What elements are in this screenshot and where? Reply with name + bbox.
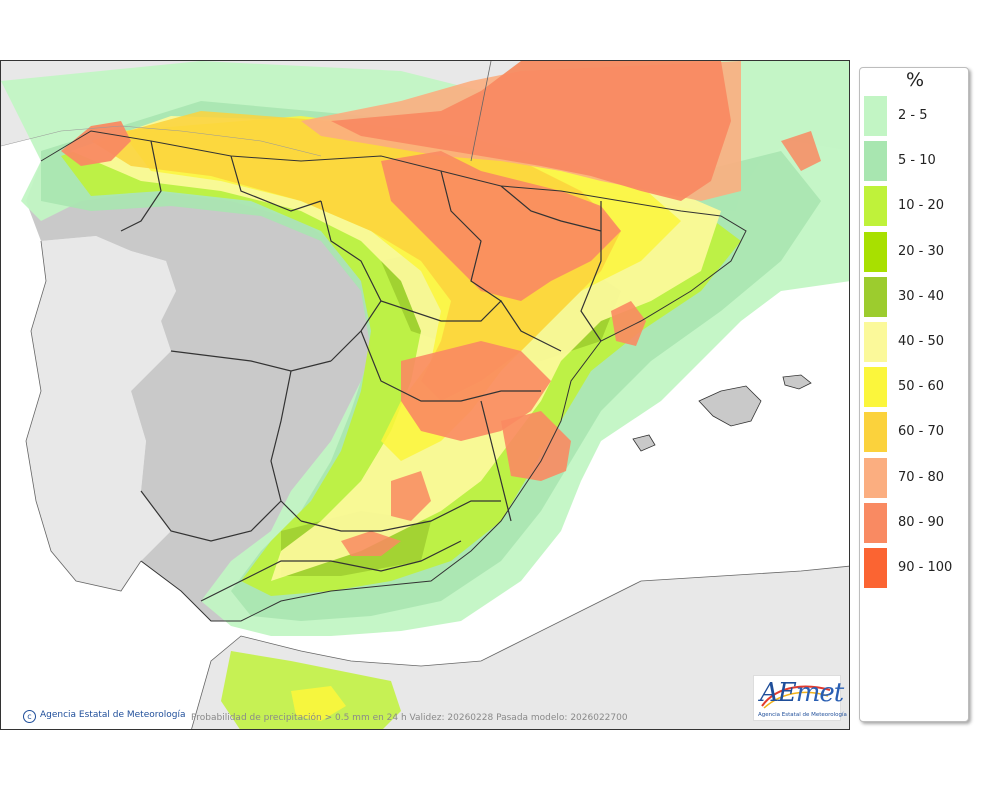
legend-swatch <box>864 548 887 588</box>
legend-label: 2 - 5 <box>898 108 928 123</box>
legend-item: 10 - 20 <box>864 186 968 227</box>
legend-label: 70 - 80 <box>898 469 945 485</box>
legend: % 2 - 5 5 - 10 10 - 20 20 - 30 30 - 40 40 - 5… <box>859 67 969 722</box>
legend-item: 5 - 10 <box>864 141 968 182</box>
biscay-shade <box>1 125 322 157</box>
legend-item: 40 - 50 <box>864 322 968 362</box>
logo-swoosh-icon <box>761 685 831 709</box>
legend-item: 90 - 100 <box>864 548 968 588</box>
legend-title: % <box>905 69 925 91</box>
legend-label: 20 - 30 <box>898 243 945 259</box>
legend-item: 80 - 90 <box>864 502 968 543</box>
legend-swatch <box>864 412 887 453</box>
legend-label: 10 - 20 <box>898 198 945 214</box>
legend-swatch <box>864 186 887 227</box>
france-border <box>470 61 492 162</box>
legend-item: 70 - 80 <box>864 457 968 498</box>
legend-swatch <box>864 502 887 543</box>
legend-label: 40 - 50 <box>898 334 945 349</box>
legend-label: 50 - 60 <box>898 379 945 395</box>
legend-label: 60 - 70 <box>898 424 945 440</box>
legend-swatch <box>864 141 887 182</box>
legend-label: 80 - 90 <box>898 514 945 530</box>
legend-item: 20 - 30 <box>864 231 968 272</box>
africa-coastline <box>191 565 849 729</box>
mallorca <box>698 385 762 427</box>
probability-map: c Agencia Estatal de Meteorología Probabi… <box>0 60 850 730</box>
probability-overlay <box>1 61 849 729</box>
aemet-logo: AEmet Agencia Estatal de Meteorología <box>753 675 847 721</box>
legend-swatch <box>864 231 887 272</box>
legend-item: 50 - 60 <box>864 367 968 408</box>
regional-borders <box>120 140 602 602</box>
portugal-coastline <box>25 240 142 592</box>
map-caption: Probabilidad de precipitación > 0.5 mm e… <box>191 713 628 723</box>
legend-item: 2 - 5 <box>864 96 968 136</box>
portugal-land <box>26 236 176 591</box>
logo-wordmark-ae: AE <box>760 678 797 708</box>
legend-swatch <box>864 457 887 498</box>
legend-swatch <box>864 276 887 317</box>
legend-label: 5 - 10 <box>898 153 936 169</box>
legend-item: 30 - 40 <box>864 276 968 317</box>
logo-wordmark: AEmet <box>760 678 844 708</box>
legend-swatch <box>864 96 887 136</box>
copyright-icon: c <box>23 710 36 723</box>
spain-coastline <box>40 130 747 622</box>
precipitation-probability-map <box>1 61 849 729</box>
legend-swatch <box>864 367 887 408</box>
ibiza <box>632 434 656 452</box>
legend-label: 30 - 40 <box>898 288 945 304</box>
legend-item: 60 - 70 <box>864 412 968 453</box>
logo-wordmark-met: met <box>795 678 844 708</box>
attribution: c Agencia Estatal de Meteorología <box>23 710 186 723</box>
legend-label: 90 - 100 <box>898 560 953 575</box>
menorca <box>782 374 812 390</box>
legend-swatch <box>864 322 887 362</box>
attribution-text: Agencia Estatal de Meteorología <box>40 710 186 720</box>
logo-subtitle: Agencia Estatal de Meteorología <box>758 712 847 718</box>
